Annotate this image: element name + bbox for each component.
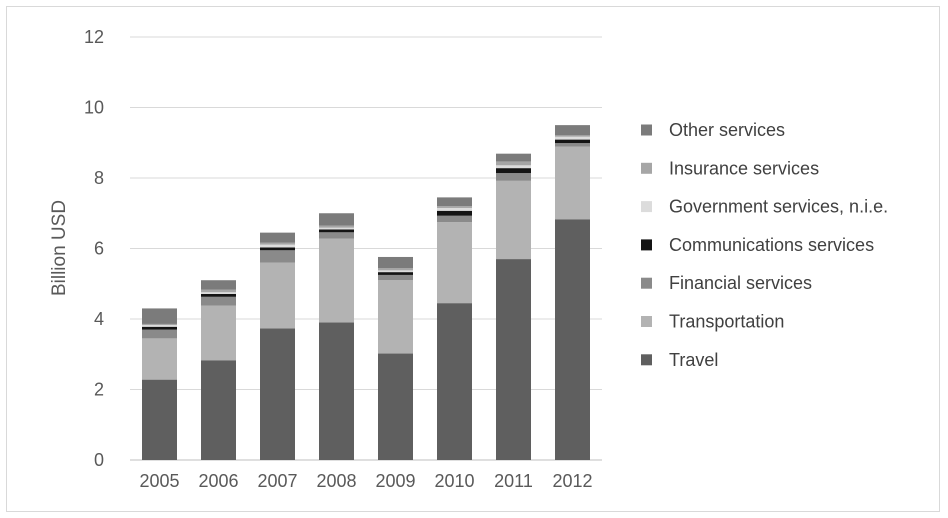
bar-segment-transportation	[555, 146, 590, 220]
x-axis-ticks: 2005 2006 2007 2008 2009 2010 2011 2012	[139, 471, 592, 491]
bar-segment-government-services-n-i-e	[260, 244, 295, 248]
legend-swatch	[641, 277, 652, 289]
bar-segment-communications-services	[555, 139, 590, 144]
bar-segment-travel	[201, 360, 236, 460]
bar-segment-government-services-n-i-e	[437, 207, 472, 211]
bar-segment-travel	[260, 328, 295, 460]
legend-label: Government services, n.i.e.	[669, 197, 888, 217]
bar-segment-travel	[319, 322, 354, 460]
y-tick-label: 0	[94, 450, 104, 470]
bar-segment-government-services-n-i-e	[496, 165, 531, 169]
y-tick-label: 4	[94, 309, 104, 329]
bar-segment-financial-services	[201, 296, 236, 306]
legend-swatch	[641, 124, 652, 136]
bar-segment-other-services	[142, 308, 177, 324]
x-tick-label: 2009	[375, 471, 415, 491]
x-tick-label: 2011	[494, 471, 533, 491]
bar-segment-insurance-services	[142, 323, 177, 325]
y-axis-label: Billion USD	[49, 200, 70, 296]
bar-segment-transportation	[142, 338, 177, 380]
bar-segment-insurance-services	[378, 268, 413, 271]
bar-segment-financial-services	[437, 215, 472, 223]
bar-segment-other-services	[319, 213, 354, 226]
bar-segment-insurance-services	[201, 289, 236, 293]
legend-label: Travel	[669, 350, 718, 370]
x-tick-label: 2008	[316, 471, 356, 491]
bar-segment-government-services-n-i-e	[142, 324, 177, 327]
bar-segment-communications-services	[142, 326, 177, 330]
bar-segment-transportation	[201, 305, 236, 361]
legend-swatch	[641, 162, 652, 174]
bar-segment-transportation	[319, 238, 354, 323]
bar-segment-financial-services	[319, 232, 354, 239]
x-tick-label: 2010	[434, 471, 474, 491]
bar-segment-insurance-services	[496, 161, 531, 166]
bar-segment-other-services	[496, 153, 531, 162]
bars	[142, 125, 590, 460]
bar-segment-travel	[496, 259, 531, 460]
bar-segment-financial-services	[142, 329, 177, 339]
bar-segment-insurance-services	[319, 225, 354, 228]
x-tick-label: 2005	[139, 471, 179, 491]
bar-segment-other-services	[555, 125, 590, 136]
bar-segment-travel	[437, 303, 472, 460]
bar-segment-government-services-n-i-e	[201, 292, 236, 294]
bar-segment-other-services	[260, 232, 295, 243]
bar-segment-travel	[142, 379, 177, 460]
y-tick-label: 10	[84, 98, 104, 118]
bar-segment-communications-services	[260, 247, 295, 251]
bar-segment-other-services	[201, 280, 236, 290]
legend: Other services Insurance services Governme…	[641, 120, 888, 370]
y-tick-label: 8	[94, 168, 104, 188]
y-axis-ticks: 0 2 4 6 8 10 12	[84, 27, 104, 470]
bar-segment-transportation	[437, 222, 472, 304]
bar-segment-transportation	[260, 262, 295, 329]
legend-label: Transportation	[669, 312, 784, 332]
y-tick-label: 6	[94, 239, 104, 259]
bar-segment-insurance-services	[437, 206, 472, 208]
bar-segment-government-services-n-i-e	[378, 270, 413, 273]
bar-segment-transportation	[496, 180, 531, 260]
x-tick-label: 2012	[552, 471, 592, 491]
bar-segment-other-services	[437, 197, 472, 207]
bar-segment-financial-services	[555, 143, 590, 147]
x-tick-label: 2007	[257, 471, 297, 491]
y-tick-label: 12	[84, 27, 104, 47]
bar-segment-communications-services	[319, 229, 354, 233]
bar-segment-communications-services	[378, 272, 413, 275]
bar-segment-financial-services	[260, 250, 295, 263]
legend-label: Financial services	[669, 273, 812, 293]
legend-label: Communications services	[669, 235, 874, 255]
legend-swatch	[641, 316, 652, 327]
legend-swatch	[641, 201, 652, 213]
legend-swatch	[641, 354, 652, 366]
bar-segment-communications-services	[201, 293, 236, 297]
bar-segment-communications-services	[437, 210, 472, 216]
legend-label: Other services	[669, 120, 785, 140]
x-tick-label: 2006	[198, 471, 238, 491]
bar-segment-insurance-services	[260, 242, 295, 245]
bar-segment-travel	[555, 219, 590, 460]
bar-segment-travel	[378, 353, 413, 460]
bar-segment-other-services	[378, 256, 413, 269]
bar-segment-government-services-n-i-e	[555, 136, 590, 140]
bar-segment-transportation	[378, 280, 413, 354]
bar-segment-financial-services	[378, 274, 413, 281]
bar-segment-insurance-services	[555, 135, 590, 137]
bar-segment-communications-services	[496, 168, 531, 174]
bar-segment-government-services-n-i-e	[319, 227, 354, 230]
bar-segment-financial-services	[496, 173, 531, 181]
legend-label: Insurance services	[669, 158, 819, 178]
gridlines	[130, 36, 602, 461]
legend-swatch	[641, 239, 652, 251]
y-tick-label: 2	[94, 380, 104, 400]
